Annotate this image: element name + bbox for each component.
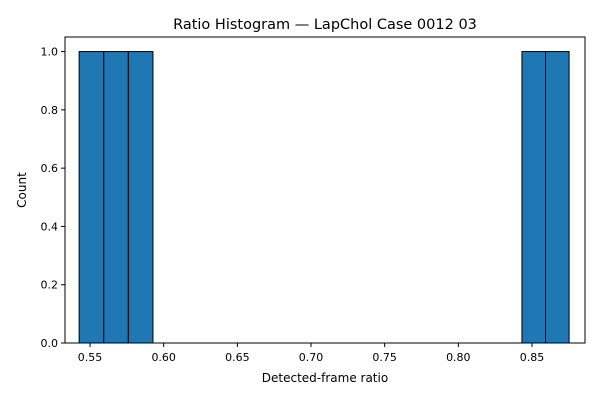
y-tick-label: 0.4 — [41, 220, 59, 233]
chart-title: Ratio Histogram — LapChol Case 0012 03 — [173, 17, 477, 33]
y-tick-label: 0.0 — [41, 337, 59, 350]
histogram-bar-5 — [545, 51, 570, 344]
y-tick-label: 1.0 — [41, 46, 59, 59]
x-tick-label: 0.55 — [78, 351, 103, 364]
x-axis-label: Detected-frame ratio — [262, 371, 388, 385]
x-ticks-layer: 0.55 0.60 0.65 0.70 0.75 0.80 0.85 — [78, 343, 544, 364]
y-tick-label: 0.6 — [41, 162, 59, 175]
histogram-bar-2 — [103, 51, 129, 344]
y-tick-label: 0.8 — [41, 104, 59, 117]
x-tick-label: 0.85 — [520, 351, 545, 364]
x-tick-label: 0.80 — [446, 351, 471, 364]
x-tick-label: 0.75 — [372, 351, 397, 364]
bars-layer — [78, 51, 570, 344]
histogram-bar-3 — [127, 51, 154, 344]
x-tick-label: 0.65 — [225, 351, 250, 364]
histogram-bar-4 — [521, 51, 547, 344]
y-tick-label: 0.2 — [41, 279, 59, 292]
y-ticks-layer: 0.0 0.2 0.4 0.6 0.8 1.0 — [41, 46, 65, 350]
x-tick-label: 0.60 — [151, 351, 176, 364]
plot-frame — [64, 36, 586, 344]
histogram-bar-1 — [78, 51, 105, 344]
x-tick-label: 0.70 — [299, 351, 324, 364]
y-axis-label: Count — [15, 172, 29, 208]
